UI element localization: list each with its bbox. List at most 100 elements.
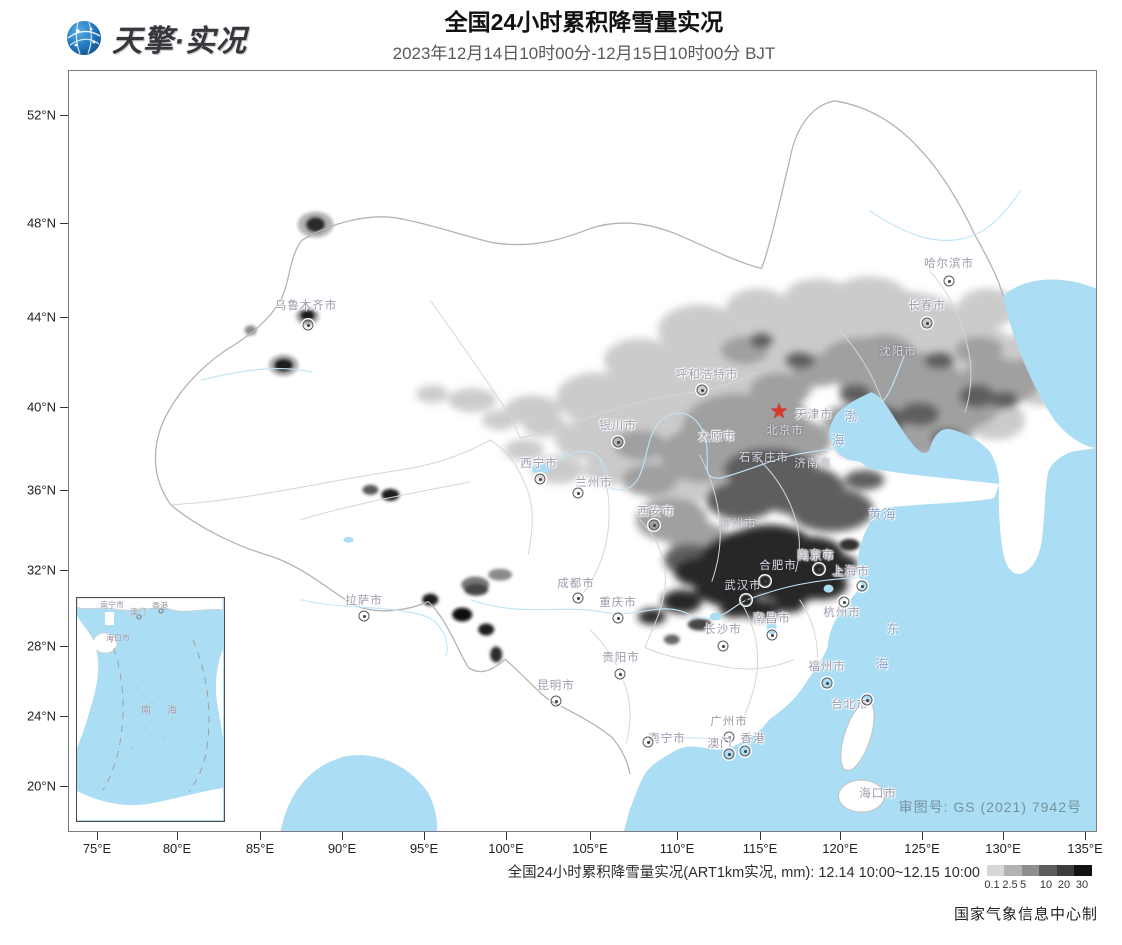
- lon-tick-label: 110°E: [659, 841, 695, 856]
- inset-label: 香港: [152, 601, 168, 611]
- app-logo: 天擎·实况: [64, 16, 247, 60]
- snow-blob: [795, 569, 848, 600]
- lon-tick: [424, 832, 426, 840]
- lon-tick-label: 115°E: [742, 841, 778, 856]
- lon-tick: [590, 832, 592, 840]
- lon-tick: [177, 832, 179, 840]
- snow-blob: [555, 420, 625, 460]
- lat-tick: [60, 646, 68, 648]
- snow-blob: [305, 216, 326, 233]
- lon-tick-label: 80°E: [162, 841, 192, 856]
- legend-caption: 全国24小时累积降雪量实况(ART1km实况, mm): 12.14 10:00…: [507, 865, 980, 881]
- page-title: 全国24小时累积降雪量实况: [444, 9, 724, 35]
- legend-color-segment: [1021, 865, 1040, 876]
- lat-tick-label: 44°N: [26, 309, 56, 325]
- credit-text: 国家气象信息中心制: [953, 906, 1098, 923]
- lat-tick-label: 20°N: [26, 778, 56, 794]
- legend-tick-label: 10: [1039, 879, 1053, 891]
- lon-tick-label: 75°E: [82, 841, 112, 856]
- lat-tick: [60, 490, 68, 492]
- inset-label: 海口市: [106, 633, 130, 643]
- lon-tick: [342, 832, 344, 840]
- snow-blob: [273, 358, 294, 373]
- title-block: 全国24小时累积降雪量实况 2023年12月14日10时00分-12月15日10…: [393, 8, 776, 64]
- snow-blob: [957, 288, 1018, 329]
- map-license: 审图号: GS (2021) 7942号: [898, 799, 1082, 815]
- lon-tick-label: 100°E: [488, 841, 524, 856]
- lon-tick: [260, 832, 262, 840]
- legend-tick-label: 0.1: [984, 879, 1000, 891]
- lon-tick: [506, 832, 508, 840]
- snow-field-layer: [416, 276, 1064, 625]
- legend-tick-label: 30: [1075, 879, 1089, 891]
- lon-tick: [1085, 832, 1087, 840]
- snow-blob: [705, 479, 778, 520]
- inset-label: 海: [167, 705, 177, 717]
- snow-blob: [657, 304, 742, 357]
- snow-blob: [687, 618, 712, 631]
- snow-blob: [381, 488, 400, 501]
- snow-blob: [362, 484, 379, 495]
- snow-blob: [659, 427, 744, 483]
- snow-blob: [416, 385, 449, 404]
- lat-tick-label: 28°N: [26, 638, 56, 654]
- lon-tick: [840, 832, 842, 840]
- snow-blob: [661, 589, 702, 614]
- lon-tick-label: 90°E: [327, 841, 357, 856]
- snow-blob: [482, 410, 519, 431]
- snow-blob: [490, 646, 503, 663]
- inset-label: 南宁市: [100, 600, 124, 610]
- lon-tick: [97, 832, 99, 840]
- snow-blob: [725, 288, 790, 329]
- lon-tick-label: 135°E: [1067, 841, 1103, 856]
- snow-blob: [774, 596, 805, 613]
- lat-tick-label: 52°N: [26, 107, 56, 123]
- snow-blob: [899, 402, 940, 427]
- lat-tick-label: 48°N: [26, 215, 56, 231]
- lon-tick-label: 120°E: [822, 841, 858, 856]
- snow-blob: [839, 538, 860, 551]
- legend-color-segment: [1074, 865, 1092, 876]
- lon-tick-label: 125°E: [904, 841, 940, 856]
- snow-blob: [244, 325, 257, 336]
- legend-color-segment: [1004, 865, 1022, 876]
- header: 天擎·实况 全国24小时累积降雪量实况 2023年12月14日10时00分-12…: [0, 0, 1122, 70]
- snow-blob: [749, 332, 774, 349]
- page-subtitle: 2023年12月14日10时00分-12月15日10时00分 BJT: [392, 43, 776, 63]
- lon-tick: [1003, 832, 1005, 840]
- lon-tick: [760, 832, 762, 840]
- globe-logo-icon: [67, 21, 101, 55]
- snow-blob: [844, 469, 885, 490]
- lat-tick: [60, 407, 68, 409]
- lon-tick: [677, 832, 679, 840]
- legend-color-segment: [1056, 865, 1075, 876]
- lat-tick: [60, 570, 68, 572]
- snow-blob: [829, 276, 910, 325]
- legend-color-segment: [987, 865, 1005, 876]
- province-borders: [170, 270, 972, 744]
- lat-tick: [60, 115, 68, 117]
- snow-blob: [609, 365, 710, 426]
- app-logo-text: 天擎·实况: [112, 25, 247, 58]
- legend-colorbar: [987, 865, 1092, 876]
- snow-blob: [959, 384, 996, 409]
- snow-blob: [464, 583, 489, 596]
- south-china-sea-inset: 南宁市 澳门 香港 海口市南 海: [76, 597, 225, 822]
- snow-blob: [924, 351, 955, 370]
- lon-tick-label: 95°E: [409, 841, 439, 856]
- snow-blob: [856, 334, 913, 367]
- legend-tick-label: 5: [1019, 879, 1027, 891]
- snow-blob: [990, 391, 1019, 410]
- snow-blob: [825, 554, 858, 575]
- inset-geography: [77, 598, 223, 820]
- snow-blob: [478, 623, 495, 636]
- islands: [838, 701, 885, 813]
- lon-tick: [922, 832, 924, 840]
- snow-blob: [749, 372, 810, 409]
- map-canvas: 乌鲁木齐市 哈尔滨市 长春市 沈阳市 呼和浩特市 银川市 西宁市 兰州市 太原市 西安市 北京市 天津…: [68, 70, 1097, 832]
- snow-blob: [613, 430, 666, 460]
- lon-tick-label: 85°E: [245, 841, 275, 856]
- map-geography: [154, 100, 1096, 831]
- rivers: [200, 190, 1022, 742]
- snow-blob: [488, 568, 513, 581]
